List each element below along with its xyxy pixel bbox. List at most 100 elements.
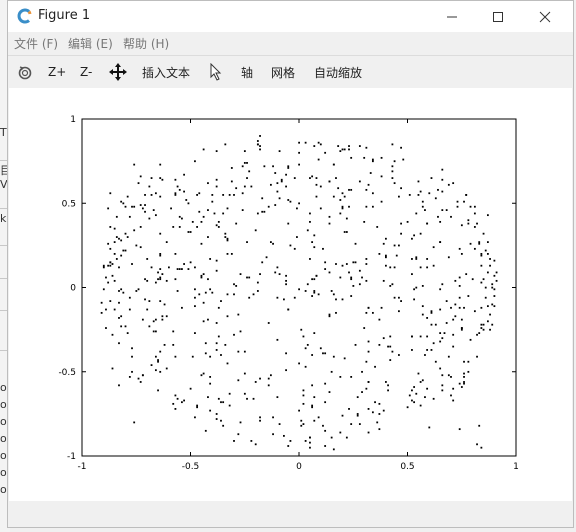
insert-text-button[interactable]: 插入文本 — [142, 65, 191, 80]
scatter-point — [393, 160, 396, 163]
scatter-point — [365, 360, 368, 363]
scatter-point — [183, 190, 185, 193]
scatter-point — [256, 212, 259, 215]
scatter-point — [335, 311, 337, 314]
scatter-point — [120, 288, 123, 291]
scatter-point — [398, 310, 400, 313]
zoom-in-button[interactable]: Z+ — [48, 65, 67, 79]
scatter-point — [354, 261, 357, 264]
scatter-point — [298, 141, 300, 144]
scatter-point — [456, 205, 459, 208]
scatter-point — [478, 332, 481, 334]
scatter-point — [293, 177, 296, 179]
scatter-point — [163, 343, 166, 346]
rotate-button[interactable] — [17, 56, 33, 88]
scatter-point — [339, 376, 342, 378]
scatter-point — [413, 288, 416, 291]
scatter-point — [118, 342, 120, 345]
scatter-point — [417, 372, 420, 375]
scatter-point — [352, 285, 355, 287]
maximize-button[interactable] — [475, 1, 521, 32]
scatter-point — [378, 343, 381, 346]
scatter-point — [144, 204, 146, 206]
figure-canvas[interactable]: -1 -0.5 0 0.5 1 -1 -0.5 0 0.5 1 — [9, 88, 572, 501]
rotate-icon — [18, 66, 32, 80]
scatter-point — [491, 283, 494, 286]
scatter-point — [417, 194, 420, 196]
scatter-point — [317, 293, 320, 296]
scatter-point — [289, 200, 292, 203]
minimize-button[interactable] — [429, 1, 475, 32]
scatter-point — [319, 185, 322, 188]
scatter-point — [276, 266, 279, 269]
scatter-point — [137, 182, 140, 185]
scatter-point — [220, 401, 222, 404]
pan-button[interactable] — [109, 56, 127, 88]
scatter-point — [486, 271, 489, 274]
grid-button[interactable]: 网格 — [271, 65, 296, 80]
menu-file[interactable]: 文件 (F) — [14, 37, 59, 51]
scatter-point — [302, 423, 305, 425]
scatter-point — [460, 328, 463, 331]
scatter-point — [256, 290, 259, 292]
scatter-point — [276, 296, 279, 299]
scatter-point — [211, 194, 214, 196]
scatter-point — [495, 279, 498, 282]
zoom-out-button[interactable]: Z- — [80, 65, 93, 79]
scatter-point — [415, 256, 418, 259]
scatter-point — [348, 148, 350, 151]
scatter-point — [181, 401, 183, 404]
scatter-point — [228, 392, 231, 395]
scatter-point — [406, 406, 409, 409]
scatter-point — [246, 177, 248, 179]
scatter-point — [324, 401, 327, 404]
scatter-point — [463, 381, 465, 383]
scatter-point — [243, 350, 246, 353]
scatter-point — [178, 268, 181, 270]
scatter-point — [189, 387, 192, 390]
scatter-point — [432, 342, 435, 345]
scatter-point — [105, 276, 107, 279]
scatter-point — [272, 416, 274, 419]
close-button[interactable] — [522, 1, 568, 32]
scatter-point — [146, 308, 149, 311]
scatter-point — [285, 173, 287, 176]
scatter-point — [202, 273, 205, 276]
scatter-point — [198, 210, 201, 213]
scatter-point — [176, 290, 179, 292]
scatter-point — [454, 315, 457, 318]
scatter-point — [450, 394, 452, 397]
scatter-point — [354, 343, 357, 346]
autoscale-button[interactable]: 自动缩放 — [314, 65, 363, 80]
scatter-point — [341, 148, 344, 151]
scatter-point — [367, 408, 370, 410]
scatter-point — [371, 192, 374, 195]
scatter-point — [113, 241, 116, 244]
scatter-point — [365, 258, 368, 260]
scatter-point — [196, 404, 199, 407]
scatter-point — [473, 226, 476, 228]
menu-help[interactable]: 帮助 (H) — [123, 37, 170, 51]
scatter-point — [172, 343, 175, 346]
scatter-point — [287, 308, 290, 311]
scatter-point — [105, 327, 107, 329]
scatter-point — [356, 414, 359, 417]
menu-edit[interactable]: 编辑 (E) — [68, 37, 113, 51]
scatter-point — [161, 315, 164, 318]
scatter-point — [439, 308, 442, 311]
scatter-point — [447, 374, 450, 377]
scatter-point — [109, 264, 112, 267]
scatter-point — [478, 424, 481, 427]
scatter-point — [489, 258, 491, 260]
scatter-point — [233, 293, 235, 296]
scatter-point — [181, 217, 183, 220]
scatter-point — [309, 436, 311, 439]
scatter-point — [458, 247, 461, 250]
scatter-point — [480, 306, 483, 309]
select-button[interactable] — [209, 56, 223, 88]
title-bar[interactable]: Figure 1 — [8, 1, 573, 32]
axis-button[interactable]: 轴 — [241, 65, 254, 80]
scatter-point — [441, 190, 444, 193]
scatter-point — [432, 397, 435, 400]
scatter-point — [439, 220, 442, 223]
